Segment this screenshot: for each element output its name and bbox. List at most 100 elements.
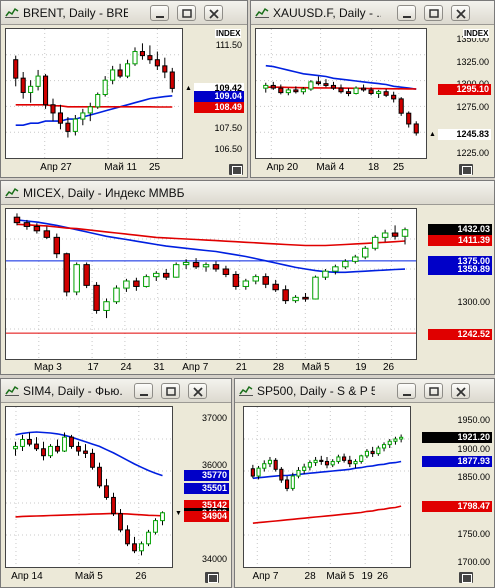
close-button[interactable] (451, 383, 470, 399)
time-tick-label: Май 5 (74, 571, 103, 582)
close-button[interactable] (204, 5, 223, 21)
price-label: 1225.00 (456, 147, 489, 158)
candle-body (336, 456, 341, 462)
maximize-button[interactable] (161, 383, 180, 399)
index-label: INDEX (215, 29, 242, 38)
time-tick-label: Апр 20 (266, 162, 299, 173)
close-button[interactable] (188, 383, 207, 399)
candle-body (302, 296, 309, 300)
candle-body (296, 469, 301, 477)
candle-body (250, 468, 255, 477)
window-title: SIM4, Daily - Фью... (23, 384, 123, 398)
sync-icon[interactable] (205, 572, 219, 583)
candle-body (160, 512, 165, 522)
candle-body (53, 236, 61, 255)
candle-body (302, 466, 307, 471)
candle-body (169, 71, 175, 89)
candle-body (347, 459, 352, 465)
candle-body (383, 91, 389, 96)
time-tick-label: Май 5 (301, 362, 330, 373)
candle-body (132, 51, 138, 65)
candle-body (285, 479, 290, 489)
candle-body (72, 118, 78, 132)
window-titlebar[interactable]: BRENT, Daily - BRE... (1, 1, 247, 25)
time-tick-label: 26 (135, 571, 147, 582)
candle-body (23, 222, 31, 227)
candle-body (162, 65, 168, 73)
candle-body (90, 452, 95, 468)
candle-body (50, 104, 56, 114)
candle-body (330, 460, 335, 466)
window-title: MICEX, Daily - Индекс ММВБ (23, 186, 185, 200)
candle-body (124, 63, 131, 77)
candle-body (256, 467, 261, 477)
sync-icon[interactable] (459, 572, 473, 583)
time-tick-label: 28 (304, 571, 316, 582)
chart-plot-area[interactable] (243, 406, 411, 568)
candle-body (242, 280, 250, 287)
time-tick-label: Апр 7 (252, 571, 279, 582)
chart-plot-area[interactable] (5, 28, 183, 159)
price-label: 1350.00 (456, 33, 489, 44)
window-micex[interactable]: MICEX, Daily - Индекс ММВБ 1432.03 1411.3… (0, 180, 495, 375)
candle-body (393, 438, 398, 442)
moving-average-line (15, 104, 173, 108)
candle-body (292, 296, 299, 302)
candle-body (65, 122, 71, 132)
candle-body (13, 59, 19, 79)
window-title: SP500, Daily - S & P 5... (257, 384, 375, 398)
candle-body (76, 445, 81, 452)
sync-icon[interactable] (229, 164, 243, 175)
minimize-button[interactable] (397, 383, 416, 399)
candle-body (28, 85, 34, 93)
window-sim4[interactable]: SIM4, Daily - Фью... 37000 36000 35770 3550… (0, 378, 232, 588)
time-tick-label: 26 (383, 362, 395, 373)
window-xauusd[interactable]: XAUUSD.F, Daily - ... 1350.001325.001300… (250, 0, 495, 178)
price-label: 36000 (201, 459, 227, 470)
chart-icon (5, 385, 19, 396)
minimize-button[interactable] (397, 5, 416, 21)
time-axis: Апр 27 Май 11 25 (5, 162, 183, 176)
window-titlebar[interactable]: MICEX, Daily - Индекс ММВБ (1, 181, 494, 205)
maximize-button[interactable] (177, 5, 196, 21)
chart-icon (239, 385, 253, 396)
minimize-button[interactable] (134, 383, 153, 399)
price-label: 35770 (184, 470, 229, 482)
maximize-button[interactable] (424, 5, 443, 21)
time-tick-label: 26 (377, 571, 389, 582)
chart-plot-area[interactable] (5, 208, 417, 360)
window-titlebar[interactable]: SIM4, Daily - Фью... (1, 379, 231, 403)
time-tick-label: Май 4 (316, 162, 345, 173)
candle-body (132, 543, 137, 552)
window-brent[interactable]: BRENT, Daily - BRE... 111.50 109.42109.04… (0, 0, 248, 178)
candle-body (232, 273, 240, 287)
candle-body (33, 225, 41, 232)
candle-body (97, 466, 102, 487)
candle-body (13, 216, 21, 224)
moving-average-line (16, 223, 406, 247)
sync-icon[interactable] (459, 164, 473, 175)
maximize-button[interactable] (424, 383, 443, 399)
candle-body (43, 230, 51, 238)
chart-plot-area[interactable] (5, 406, 173, 568)
window-title: BRENT, Daily - BRE... (23, 6, 128, 20)
time-tick-label: 21 (235, 362, 247, 373)
candle-body (139, 51, 146, 57)
price-label: 107.50 (214, 122, 242, 133)
window-titlebar[interactable]: SP500, Daily - S & P 5... (235, 379, 494, 403)
chart-plot-area[interactable] (255, 28, 427, 159)
minimize-button[interactable] (150, 5, 169, 21)
close-button[interactable] (451, 5, 470, 21)
candle-body (401, 229, 409, 237)
window-titlebar[interactable]: XAUUSD.F, Daily - ... (251, 1, 494, 25)
candle-body (359, 455, 364, 462)
window-sp500[interactable]: SP500, Daily - S & P 5... 1950.00 1921.20… (234, 378, 495, 588)
time-tick-label: 18 (367, 162, 380, 173)
candle-body (338, 87, 344, 93)
candle-body (285, 89, 291, 94)
chart-icon (5, 187, 19, 198)
candle-body (262, 276, 269, 285)
candle-body (143, 276, 150, 287)
candle-body (413, 123, 419, 134)
